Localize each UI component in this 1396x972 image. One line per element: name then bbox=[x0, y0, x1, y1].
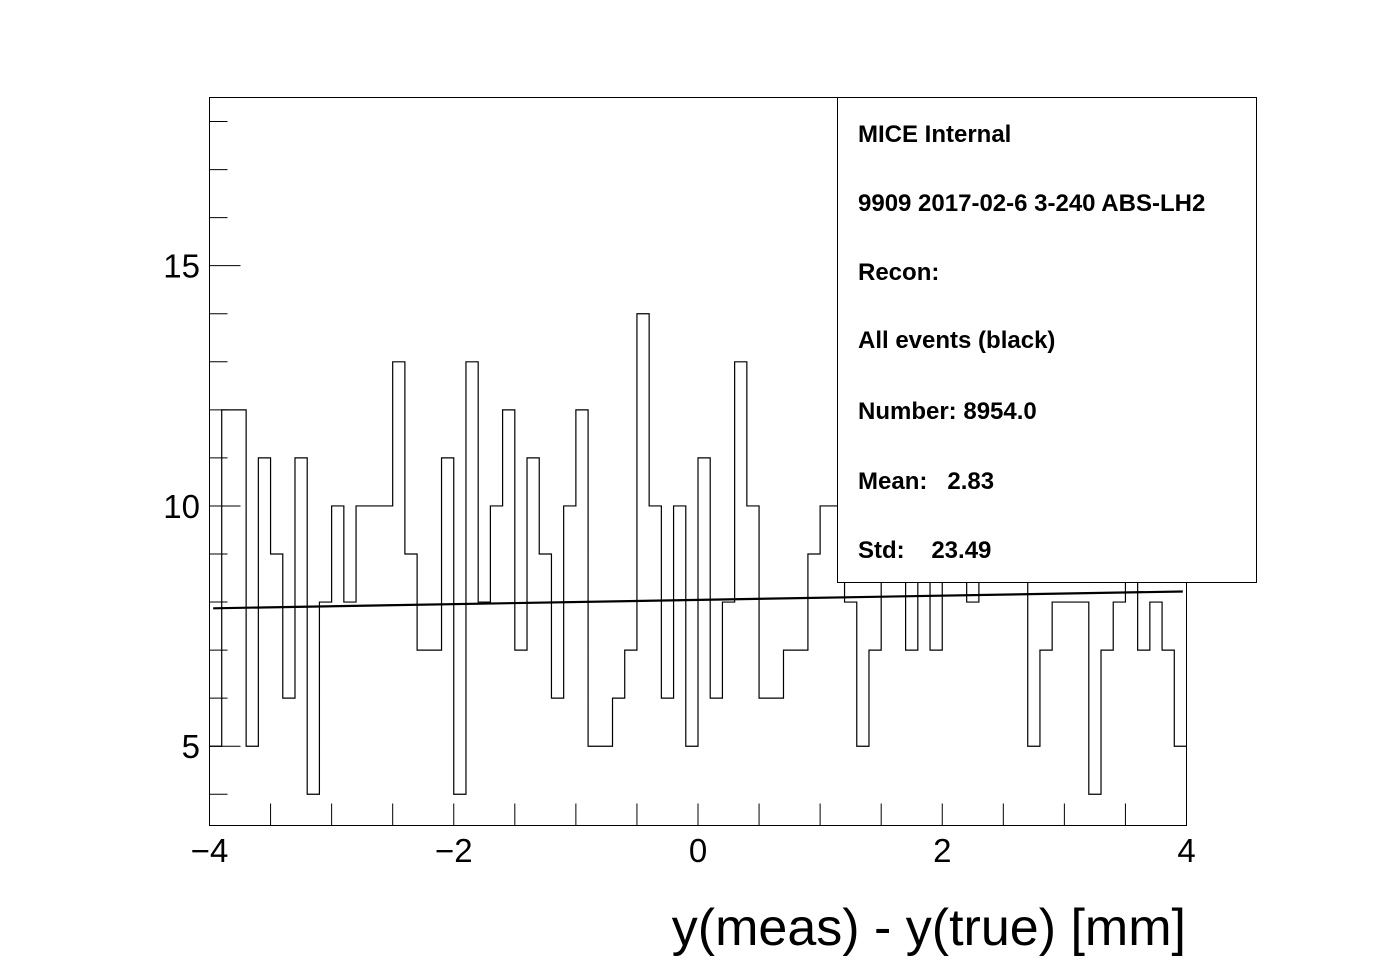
histogram-bin bbox=[674, 506, 686, 826]
histogram-bin bbox=[1089, 794, 1101, 825]
histogram-bin bbox=[576, 410, 588, 826]
x-tick-label: 2 bbox=[933, 832, 951, 869]
histogram-bin bbox=[637, 314, 649, 826]
histogram-bin bbox=[906, 650, 918, 825]
histogram-bin bbox=[1040, 650, 1052, 825]
tick-labels: −4 −2 0 2 4 5 10 15 bbox=[163, 248, 1195, 869]
histogram-bin bbox=[393, 362, 405, 826]
histogram-bin bbox=[454, 794, 466, 825]
stats-line-series: All events (black) bbox=[858, 327, 1055, 354]
histogram-bin bbox=[808, 554, 820, 825]
histogram-bin bbox=[478, 602, 490, 825]
histogram-bin bbox=[295, 458, 307, 826]
histogram-bin bbox=[1101, 650, 1113, 825]
histogram-bin bbox=[442, 458, 454, 826]
histogram-bin bbox=[1150, 602, 1162, 825]
x-tick-label: 4 bbox=[1177, 832, 1195, 869]
histogram-bin bbox=[258, 458, 270, 826]
stats-line-std: Std: 23.49 bbox=[858, 537, 991, 564]
histogram-bin bbox=[1138, 650, 1150, 825]
histogram-bin bbox=[246, 746, 258, 825]
x-tick-label: −4 bbox=[191, 832, 229, 869]
histogram-bin bbox=[307, 794, 319, 825]
histogram-bin bbox=[344, 602, 356, 825]
histogram-bin bbox=[1052, 602, 1064, 825]
histogram-bin bbox=[490, 506, 502, 826]
stats-box-frame bbox=[837, 97, 1257, 583]
histogram-bin bbox=[1113, 602, 1125, 825]
histogram-bin bbox=[857, 746, 869, 825]
histogram-bin bbox=[417, 650, 429, 825]
histogram-bin bbox=[1162, 650, 1174, 825]
histogram-bin bbox=[380, 506, 392, 826]
histogram-bin bbox=[661, 698, 673, 825]
histogram-bin bbox=[967, 602, 979, 825]
histogram-bin bbox=[710, 698, 722, 825]
histogram-bin bbox=[686, 746, 698, 825]
stats-line-run: 9909 2017-02-6 3-240 ABS-LH2 bbox=[858, 190, 1205, 217]
histogram-bin bbox=[613, 698, 625, 825]
histogram-bin bbox=[222, 410, 234, 826]
x-tick-label: −2 bbox=[435, 832, 473, 869]
histogram-bin bbox=[625, 650, 637, 825]
histogram-bin bbox=[845, 602, 857, 825]
histogram-bin bbox=[930, 650, 942, 825]
histogram-bin bbox=[588, 746, 600, 825]
histogram-bin bbox=[332, 506, 344, 826]
axis-ticks bbox=[209, 121, 1187, 826]
histogram-bin bbox=[319, 602, 331, 825]
histogram-bin bbox=[503, 410, 515, 826]
x-tick-label: 0 bbox=[689, 832, 707, 869]
histogram-bin bbox=[356, 506, 368, 826]
stats-box: MICE Internal 9909 2017-02-6 3-240 ABS-L… bbox=[837, 97, 1257, 583]
histogram-bin bbox=[234, 410, 246, 826]
histogram-bin bbox=[600, 746, 612, 825]
histogram-bin bbox=[735, 362, 747, 826]
histogram-bin bbox=[649, 506, 661, 826]
histogram-bin bbox=[527, 458, 539, 826]
histogram-bin bbox=[747, 506, 759, 826]
histogram-bin bbox=[759, 698, 771, 825]
y-tick-label: 10 bbox=[163, 488, 200, 525]
histogram-bin bbox=[551, 698, 563, 825]
histogram-bin bbox=[210, 746, 222, 825]
histogram-bin bbox=[1125, 554, 1137, 825]
histogram-bin bbox=[1174, 746, 1186, 825]
histogram-bin bbox=[869, 650, 881, 825]
histogram-bin bbox=[515, 650, 527, 825]
histogram-bin bbox=[820, 506, 832, 826]
histogram-bin bbox=[466, 362, 478, 826]
histogram-bin bbox=[722, 602, 734, 825]
histogram-bin bbox=[1077, 602, 1089, 825]
y-tick-label: 15 bbox=[163, 248, 200, 285]
stats-line-number: Number: 8954.0 bbox=[858, 398, 1037, 425]
histogram-bin bbox=[368, 506, 380, 826]
stats-line-mean: Mean: 2.83 bbox=[858, 468, 994, 495]
histogram-bin bbox=[539, 554, 551, 825]
histogram-bin bbox=[271, 554, 283, 825]
histogram-bin bbox=[1064, 602, 1076, 825]
histogram-bin bbox=[771, 698, 783, 825]
histogram-bin bbox=[405, 554, 417, 825]
y-tick-label: 5 bbox=[182, 728, 200, 765]
histogram-bin bbox=[1028, 746, 1040, 825]
histogram-bin bbox=[698, 458, 710, 826]
histogram-bin bbox=[783, 650, 795, 825]
stats-line-label: MICE Internal bbox=[858, 121, 1011, 148]
x-axis-title: y(meas) - y(true) [mm] bbox=[672, 899, 1186, 957]
stats-line-recon: Recon: bbox=[858, 259, 939, 286]
histogram-bin bbox=[429, 650, 441, 825]
histogram-bin bbox=[283, 698, 295, 825]
histogram-bin bbox=[796, 650, 808, 825]
histogram-bin bbox=[564, 506, 576, 826]
fit-line bbox=[213, 590, 1183, 610]
